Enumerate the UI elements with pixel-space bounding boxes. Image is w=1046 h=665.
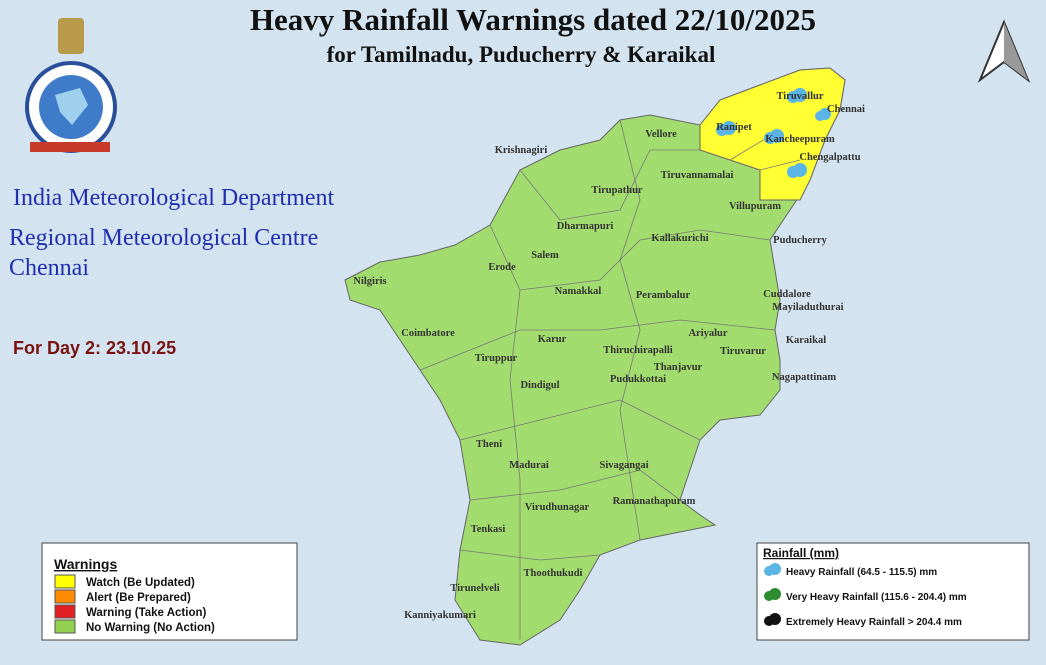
legend-label: No Warning (No Action) — [86, 622, 215, 634]
district-label: Virudhunagar — [525, 502, 590, 513]
legend-label: Alert (Be Prepared) — [86, 592, 191, 604]
title: Heavy Rainfall Warnings dated 22/10/2025 — [250, 2, 816, 37]
rain-icons — [716, 88, 831, 178]
district-label: Thiruchirapalli — [603, 345, 673, 356]
district-label: Kallakurichi — [651, 233, 708, 244]
district-label: Villupuram — [729, 201, 781, 212]
legend-title: Warnings — [54, 556, 117, 572]
legend-swatch — [54, 574, 76, 589]
org-line: Chennai — [9, 255, 89, 281]
district-label: Tiruppur — [475, 353, 518, 364]
district-label: Pudukkottai — [610, 374, 666, 385]
district-label: Puducherry — [773, 235, 827, 246]
rain-icon — [769, 563, 781, 575]
warnings-legend — [41, 542, 298, 641]
north-arrow — [977, 19, 1031, 83]
district-label: Tiruvarur — [720, 346, 766, 357]
legend-label: Heavy Rainfall (64.5 - 115.5) mm — [786, 567, 937, 578]
district-label: Tiruvannamalai — [661, 170, 734, 181]
district-boundaries — [419, 119, 801, 640]
district-label: Cuddalore — [763, 289, 811, 300]
legend-label: Warning (Take Action) — [86, 607, 206, 619]
district-label: Coimbatore — [401, 328, 455, 339]
legend-swatch — [54, 604, 76, 619]
legend-label: Very Heavy Rainfall (115.6 - 204.4) mm — [786, 592, 967, 603]
district-label: Chennai — [827, 104, 865, 115]
imd-logo — [25, 18, 117, 153]
district-label: Kanniyakumari — [404, 610, 476, 621]
subtitle: for Tamilnadu, Puducherry & Karaikal — [327, 42, 716, 67]
rainfall-legend — [756, 542, 1030, 641]
district-label: Ranipet — [716, 122, 752, 133]
district-label: Karur — [538, 334, 567, 345]
forecast-day: For Day 2: 23.10.25 — [13, 338, 176, 358]
district-label: Tenkasi — [471, 524, 506, 535]
district-label: Salem — [531, 250, 559, 261]
district-label: Tirupathur — [591, 185, 642, 196]
district-label: Theni — [476, 439, 502, 450]
org-line: India Meteorological Department — [13, 185, 335, 211]
district-label: Tiruvallur — [776, 91, 823, 102]
district-label: Perambalur — [636, 290, 691, 301]
district-label: Thanjavur — [654, 362, 703, 373]
org-line: Regional Meteorological Centre — [9, 225, 318, 251]
legend-label: Watch (Be Updated) — [86, 577, 195, 589]
district-label: Ramanathapuram — [613, 496, 696, 507]
state-region — [344, 67, 846, 646]
district-label: Vellore — [645, 129, 677, 140]
district-label: Dindigul — [520, 380, 559, 391]
district-label: Nagapattinam — [772, 372, 836, 383]
district-label: Tirunelveli — [450, 583, 499, 594]
legend-title: Rainfall (mm) — [763, 546, 839, 560]
legend-swatch — [54, 589, 76, 604]
district-label: Chengalpattu — [799, 152, 860, 163]
district-label: Karaikal — [786, 335, 826, 346]
district-label: Madurai — [509, 460, 549, 471]
district-label: Thoothukudi — [524, 568, 583, 579]
district-label: Kancheepuram — [765, 134, 835, 145]
legend-swatch — [54, 619, 76, 634]
rain-icon — [769, 613, 781, 625]
district-label: Namakkal — [555, 286, 602, 297]
district-label: Nilgiris — [353, 276, 386, 287]
district-label: Erode — [488, 262, 516, 273]
district-label: Sivagangai — [599, 460, 648, 471]
district-label: Ariyalur — [688, 328, 727, 339]
district-label: Dharmapuri — [557, 221, 614, 232]
district-label: Krishnagiri — [495, 145, 548, 156]
legend-label: Extremely Heavy Rainfall > 204.4 mm — [786, 617, 962, 628]
rain-icon — [769, 588, 781, 600]
district-label: Mayiladuthurai — [772, 302, 843, 313]
